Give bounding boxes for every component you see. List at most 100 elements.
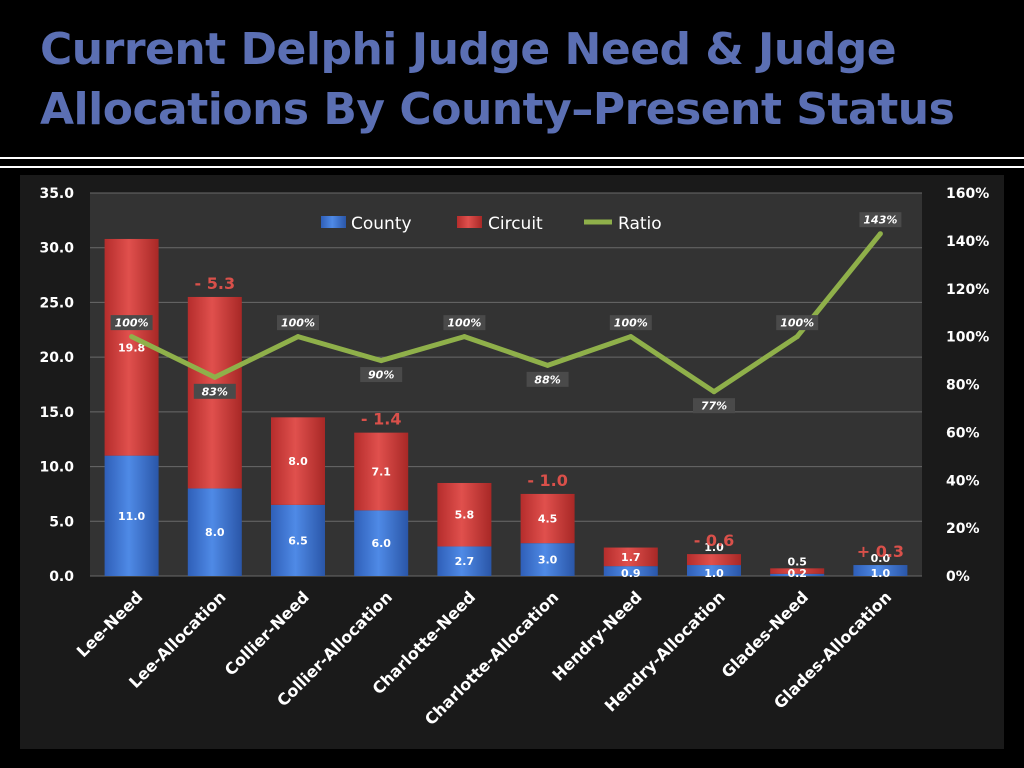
bar-circuit-segment — [603, 547, 658, 567]
ratio-line-series: 100% 83% 100% 90% 100% 88% 100% 77% 100% 143% — [110, 212, 902, 414]
ratio-point — [295, 334, 301, 340]
ratio-point — [794, 334, 800, 340]
right-axis-tick-label: 60% — [946, 425, 980, 441]
ratio-point — [378, 358, 384, 364]
bar-county-value-label: 0.9 — [621, 567, 641, 580]
legend: County Circuit Ratio — [321, 214, 662, 234]
ratio-value-label: 100% — [780, 317, 814, 330]
bar-county-value-label: 1.0 — [704, 567, 724, 580]
bar-county-value-label: 2.7 — [455, 555, 475, 568]
bar-circuit-value-label: 5.8 — [455, 509, 475, 522]
ratio-label-box — [360, 367, 403, 383]
ratio-value-label: 83% — [202, 385, 228, 398]
difference-labels: - 5.3 - 1.4 - 1.0 - 0.6 + 0.3 — [195, 274, 905, 561]
ratio-label-box — [526, 371, 569, 387]
ratio-value-label: 143% — [863, 214, 897, 227]
bar-county-segment — [520, 543, 575, 576]
bar-circuit-segment — [437, 482, 492, 547]
bar-county-value-label: 0.2 — [787, 567, 807, 580]
ratio-point — [877, 231, 883, 237]
legend-label-circuit: Circuit — [488, 214, 543, 234]
difference-label: - 1.0 — [527, 471, 568, 490]
legend-label-ratio: Ratio — [618, 214, 662, 234]
ratio-value-label: 100% — [281, 317, 315, 330]
bar-county-value-label: 3.0 — [538, 554, 558, 567]
ratio-value-label: 100% — [115, 317, 149, 330]
ratio-label-box — [443, 315, 486, 331]
ratio-label-box — [193, 383, 236, 399]
bar-circuit-value-label: 19.8 — [118, 341, 145, 354]
bar-county-value-label: 8.0 — [205, 526, 225, 539]
bar-circuit-segment — [271, 417, 325, 505]
slide-title: Current Delphi Judge Need & Judge Alloca… — [40, 20, 1010, 140]
bar-circuit-value-label: 8.0 — [288, 455, 308, 468]
right-axis-tick-label: 140% — [946, 234, 989, 250]
bar-county-segment — [853, 565, 908, 576]
right-axis-tick-label: 80% — [946, 378, 980, 394]
bar-circuit-value-label: 4.5 — [538, 513, 558, 526]
difference-label: - 1.4 — [361, 410, 402, 429]
left-axis-ticks: 0.0 5.0 10.0 15.0 20.0 25.0 30.0 35.0 — [39, 186, 74, 585]
bar-circuit-value-label: 1.7 — [621, 551, 641, 564]
ratio-point — [129, 334, 135, 340]
left-axis-tick-label: 15.0 — [39, 405, 74, 421]
ratio-label-box — [110, 315, 153, 331]
bar-circuit-value-label: 7.1 — [371, 465, 391, 478]
title-divider-top — [0, 157, 1024, 159]
bar-county-value-label: 6.5 — [288, 534, 308, 547]
slide-title-line-2: Allocations By County–Present Status — [40, 84, 955, 135]
left-axis-tick-label: 35.0 — [39, 186, 74, 202]
bar-circuit-segment — [520, 493, 575, 544]
slide-title-line-1: Current Delphi Judge Need & Judge — [40, 24, 897, 75]
title-divider-bottom — [0, 166, 1024, 168]
ratio-value-label: 90% — [368, 369, 394, 382]
bar-county-segment — [770, 573, 825, 576]
legend-swatch-county — [321, 216, 346, 228]
ratio-point — [545, 362, 551, 368]
ratio-value-label: 100% — [614, 317, 648, 330]
ratio-label-box — [859, 212, 902, 228]
bar-circuit-value-label: 0.0 — [871, 552, 891, 565]
bar-county-segment — [354, 510, 409, 576]
bar-county-segment — [104, 455, 159, 576]
ratio-point — [461, 334, 467, 340]
bar-county-segment — [187, 488, 242, 576]
legend-label-county: County — [351, 214, 412, 234]
left-axis-tick-label: 30.0 — [39, 241, 74, 257]
right-axis-tick-label: 100% — [946, 330, 989, 346]
bar-county-value-label: 11.0 — [118, 510, 145, 523]
bar-county-value-label: 6.0 — [371, 537, 391, 550]
bar-circuit-segment — [770, 568, 825, 574]
ratio-point — [628, 334, 634, 340]
ratio-label-box — [776, 315, 819, 331]
bar-circuit-segment — [687, 554, 741, 566]
right-axis-tick-label: 0% — [946, 569, 970, 585]
difference-label: - 5.3 — [195, 274, 236, 293]
bar-county-segment — [603, 566, 658, 576]
difference-label: + 0.3 — [857, 542, 904, 561]
left-axis-tick-label: 25.0 — [39, 295, 74, 311]
right-axis-tick-label: 40% — [946, 473, 980, 489]
ratio-label-box — [609, 315, 652, 331]
left-axis-tick-label: 10.0 — [39, 460, 74, 476]
bar-county-segment — [271, 504, 325, 576]
left-axis-tick-label: 5.0 — [49, 514, 74, 530]
bar-circuit-value-label: 1.0 — [704, 541, 724, 554]
bar-county-segment — [687, 565, 741, 576]
right-axis-tick-label: 120% — [946, 282, 989, 298]
ratio-line — [130, 232, 883, 395]
ratio-point — [711, 389, 717, 395]
bar-county-segment — [437, 546, 492, 576]
bar-circuit-value-label: 0.5 — [787, 555, 807, 568]
right-axis-ticks: 0% 20% 40% 60% 80% 100% 120% 140% 160% — [946, 186, 989, 585]
bar-circuit-segment — [354, 432, 409, 511]
ratio-value-label: 77% — [701, 400, 727, 413]
bar-county-value-label: 1.0 — [871, 567, 891, 580]
right-axis-tick-label: 20% — [946, 521, 980, 537]
right-axis-tick-label: 160% — [946, 186, 989, 202]
ratio-value-label: 100% — [447, 317, 481, 330]
ratio-label-box — [277, 315, 319, 331]
ratio-value-label: 88% — [534, 373, 560, 386]
difference-label: - 0.6 — [694, 531, 735, 550]
